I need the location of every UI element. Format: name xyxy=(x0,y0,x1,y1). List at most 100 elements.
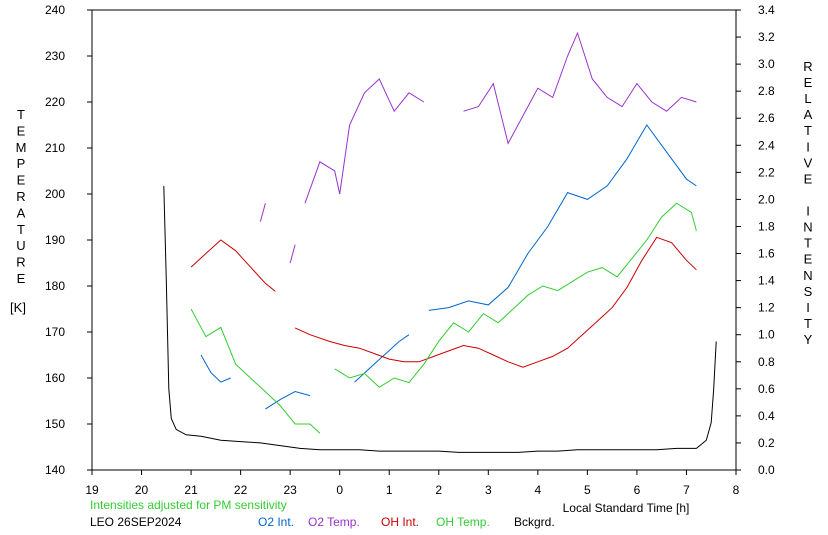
left-tick-label-0: 140 xyxy=(45,463,65,477)
right-tick-label-15: 3.0 xyxy=(758,57,775,71)
series-o2-int-segment-1 xyxy=(265,390,311,410)
left-tick-label-2: 160 xyxy=(45,371,65,385)
series-o2-temp-segment-3 xyxy=(463,31,697,145)
right-tick-label-3: 0.6 xyxy=(758,382,775,396)
series-o2-temp-segment-1 xyxy=(289,244,296,264)
left-axis-label-letter-7: T xyxy=(17,222,25,237)
right-tick-label-0: 0.0 xyxy=(758,463,775,477)
left-tick-label-9: 230 xyxy=(45,49,65,63)
left-tick-label-4: 180 xyxy=(45,279,65,293)
right-tick-label-4: 0.8 xyxy=(758,355,775,369)
x-tick-label-11: 6 xyxy=(634,483,641,497)
series-oh-int-segment-0 xyxy=(190,239,276,292)
right-axis-label-letter-6: V xyxy=(804,155,813,170)
left-axis-label-letter-8: U xyxy=(16,238,25,253)
right-tick-label-10: 2.0 xyxy=(758,192,775,206)
series-layer xyxy=(163,31,717,453)
right-tick-label-5: 1.0 xyxy=(758,328,775,342)
left-axis-label-letter-4: E xyxy=(17,173,26,188)
right-axis-label-letter-0: R xyxy=(803,59,812,74)
right-axis-label-letter-16: T xyxy=(804,316,812,331)
x-tick-label-0: 19 xyxy=(85,483,99,497)
right-tick-label-13: 2.6 xyxy=(758,111,775,125)
plot-frame xyxy=(91,9,737,471)
right-tick-label-8: 1.6 xyxy=(758,247,775,261)
x-axis-label: Local Standard Time [h] xyxy=(563,501,690,515)
x-tick-label-2: 21 xyxy=(184,483,198,497)
legend-oh-temp: OH Temp. xyxy=(436,515,490,529)
right-tick-label-12: 2.4 xyxy=(758,138,775,152)
right-tick-label-14: 2.8 xyxy=(758,84,775,98)
legend-o2-int: O2 Int. xyxy=(258,515,294,529)
right-axis-label-letter-2: L xyxy=(804,91,811,106)
left-axis-label-letter-2: M xyxy=(16,140,27,155)
right-tick-label-2: 0.4 xyxy=(758,409,775,423)
right-axis: 0.0 0.2 0.4 0.6 0.8 1.0 1.2 1.4 1.6 1.8 2.0 2.2 2.4 2… xyxy=(736,3,775,477)
left-tick-label-3: 170 xyxy=(45,325,65,339)
x-tick-label-9: 4 xyxy=(535,483,542,497)
right-axis-label-letter-7: E xyxy=(804,171,813,186)
right-axis-label-letter-4: T xyxy=(804,123,812,138)
legend: O2 Int. O2 Temp. OH Int. OH Temp. Bckgrd. xyxy=(258,515,555,529)
right-axis-label-letter-9: I xyxy=(806,204,810,219)
series-o2-int-segment-0 xyxy=(200,354,231,383)
left-axis-label-letter-9: R xyxy=(16,255,25,270)
x-tick-label-12: 7 xyxy=(683,483,690,497)
right-tick-label-7: 1.4 xyxy=(758,274,775,288)
left-axis-label-letter-0: T xyxy=(17,107,25,122)
right-axis-label-letter-17: Y xyxy=(804,332,813,347)
x-tick-label-5: 0 xyxy=(336,483,343,497)
left-axis-label-letter-1: E xyxy=(17,123,26,138)
right-tick-label-9: 1.8 xyxy=(758,219,775,233)
pm-note: Intensities adjusted for PM sensitivity xyxy=(90,498,287,512)
left-axis-label-letter-6: A xyxy=(17,205,26,220)
right-tick-label-6: 1.2 xyxy=(758,301,775,315)
series-o2-temp-segment-0 xyxy=(259,203,266,222)
x-tick-label-3: 22 xyxy=(234,483,248,497)
right-tick-label-1: 0.2 xyxy=(758,436,775,450)
right-tick-label-16: 3.2 xyxy=(758,30,775,44)
x-tick-label-10: 5 xyxy=(584,483,591,497)
right-axis-label-letter-10: N xyxy=(803,220,812,235)
x-axis: 19 20 21 22 23 0 1 2 3 4 5 6 7 8 xyxy=(85,470,740,497)
left-axis-unit: [K] xyxy=(10,300,26,315)
left-tick-label-8: 220 xyxy=(45,95,65,109)
right-axis-label-letter-12: E xyxy=(804,252,813,267)
left-tick-label-6: 200 xyxy=(45,187,65,201)
right-tick-label-17: 3.4 xyxy=(758,3,775,17)
legend-o2-temp: O2 Temp. xyxy=(308,515,360,529)
right-axis-label-letter-14: S xyxy=(804,284,813,299)
series-oh-int-segment-1 xyxy=(294,236,697,368)
x-tick-label-7: 2 xyxy=(435,483,442,497)
x-tick-label-4: 23 xyxy=(283,483,297,497)
x-tick-label-13: 8 xyxy=(733,483,740,497)
x-tick-label-1: 20 xyxy=(135,483,149,497)
legend-oh-int: OH Int. xyxy=(381,515,419,529)
series-o2-temp-segment-2 xyxy=(304,78,425,204)
left-axis-label-letter-10: E xyxy=(17,271,26,286)
station-label: LEO 26SEP2024 xyxy=(90,515,182,529)
legend-bckgrd: Bckgrd. xyxy=(514,515,555,529)
left-axis-label-letter-3: P xyxy=(17,156,26,171)
series-bckgrd-segment-0 xyxy=(163,185,717,453)
left-tick-label-7: 210 xyxy=(45,141,65,155)
right-axis-label-letter-3: A xyxy=(804,107,813,122)
right-axis-label-letter-13: N xyxy=(803,268,812,283)
x-tick-label-6: 1 xyxy=(386,483,393,497)
right-axis-label-letter-1: E xyxy=(804,75,813,90)
right-tick-label-11: 2.2 xyxy=(758,165,775,179)
series-o2-int-segment-2 xyxy=(354,334,410,383)
series-oh-temp-segment-0 xyxy=(190,308,321,434)
series-oh-temp-segment-1 xyxy=(334,202,697,388)
x-tick-label-8: 3 xyxy=(485,483,492,497)
left-axis-label-letter-5: R xyxy=(16,189,25,204)
left-tick-label-10: 240 xyxy=(45,3,65,17)
left-tick-label-1: 150 xyxy=(45,417,65,431)
right-axis-label-letter-5: I xyxy=(806,139,810,154)
series-o2-int-segment-3 xyxy=(428,124,697,311)
left-tick-label-5: 190 xyxy=(45,233,65,247)
right-axis-label-letter-11: T xyxy=(804,236,812,251)
